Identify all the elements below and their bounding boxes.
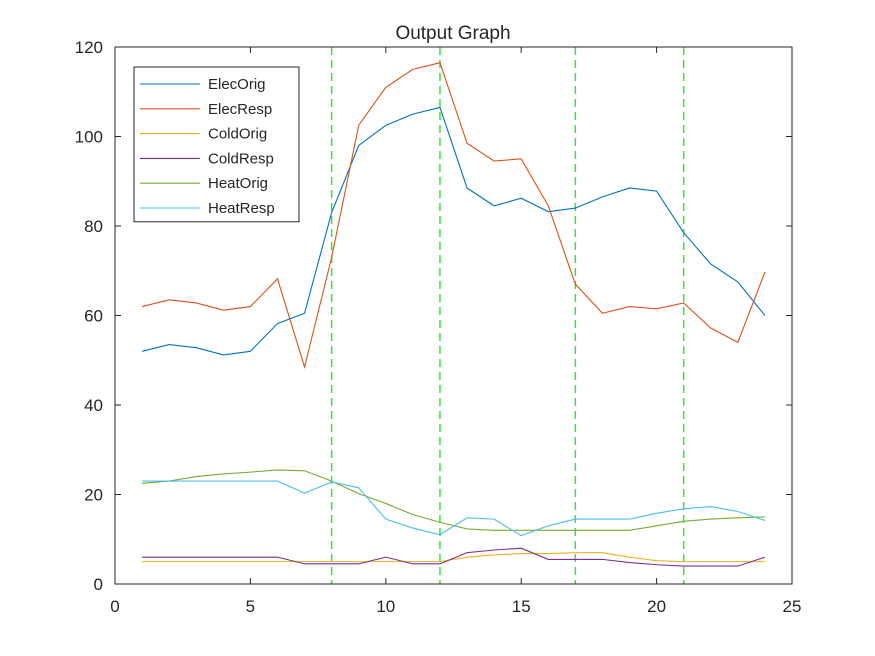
y-tick-label: 20: [84, 486, 103, 505]
legend-label: HeatOrig: [208, 175, 268, 192]
vertical-markers: [330, 47, 685, 584]
y-tick-label: 40: [84, 396, 103, 415]
x-tick-label: 15: [512, 597, 531, 616]
x-tick-label: 20: [647, 597, 666, 616]
legend-box: [133, 66, 300, 223]
series-line-heatorig: [142, 469, 765, 531]
legend-label: HeatResp: [208, 200, 275, 217]
y-tick-label: 60: [84, 307, 103, 326]
x-axis-ticks: 0 5 10 15 20 25: [110, 47, 801, 616]
series-line-elecresp: [141, 62, 766, 370]
series-line-coldresp: [142, 547, 766, 567]
x-tick-label: 5: [246, 597, 255, 616]
legend-label: ElecOrig: [208, 76, 266, 93]
legend-label: ElecResp: [208, 101, 272, 118]
x-tick-label: 25: [783, 597, 802, 616]
y-axis-ticks: 0 20 40 60 80 100 120: [75, 38, 792, 594]
y-tick-label: 0: [94, 575, 103, 594]
y-tick-label: 80: [84, 217, 103, 236]
legend-label: ColdOrig: [208, 126, 267, 143]
x-tick-label: 0: [110, 597, 119, 616]
y-tick-label: 100: [75, 128, 103, 147]
legend[interactable]: ElecOrig ElecResp ColdOrig ColdResp HeatOrig…: [133, 66, 300, 223]
series-line-coldorig: [142, 552, 765, 563]
legend-label: ColdResp: [208, 150, 274, 167]
y-tick-label: 120: [75, 38, 103, 57]
series-line-heatresp: [142, 480, 766, 537]
series-line-elecorig: [141, 106, 766, 356]
chart-title: Output Graph: [395, 23, 510, 44]
x-tick-label: 10: [376, 597, 395, 616]
series-lines: [141, 62, 766, 567]
